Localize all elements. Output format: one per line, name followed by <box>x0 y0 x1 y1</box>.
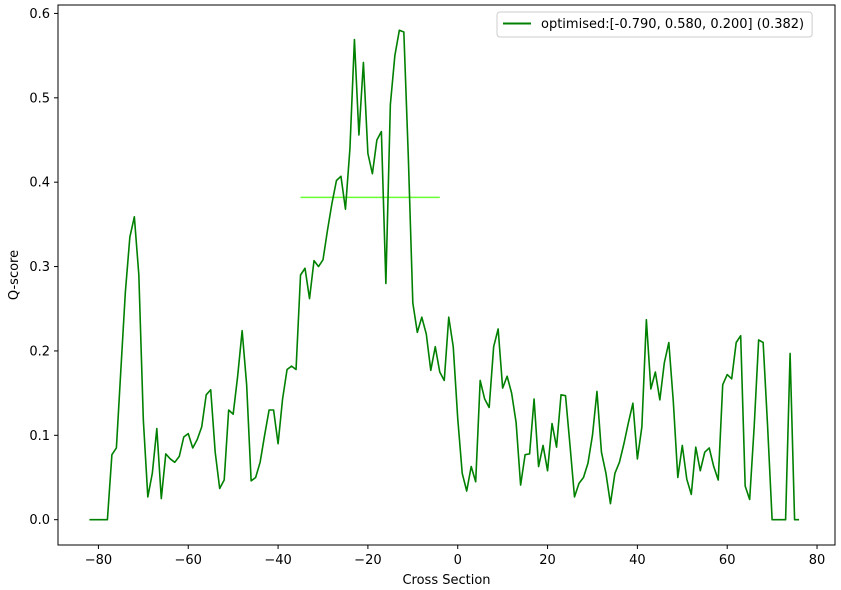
legend-entry-label: optimised:[-0.790, 0.580, 0.200] (0.382) <box>541 17 804 32</box>
x-tick-label: 40 <box>629 553 646 568</box>
legend: optimised:[-0.790, 0.580, 0.200] (0.382) <box>496 11 813 38</box>
plot-area <box>58 5 835 545</box>
y-tick-label: 0.5 <box>29 91 50 106</box>
x-tick-label: 20 <box>539 553 556 568</box>
y-axis-label: Q-score <box>7 250 22 300</box>
x-tick-label: 60 <box>719 553 736 568</box>
x-tick-label: 0 <box>454 553 462 568</box>
y-tick-label: 0.4 <box>29 176 50 191</box>
x-axis-label: Cross Section <box>402 573 490 588</box>
y-tick-label: 0.2 <box>29 344 50 359</box>
y-tick-label: 0.3 <box>29 260 50 275</box>
plot-frame <box>57 4 836 546</box>
y-tick-label: 0.0 <box>29 513 50 528</box>
y-tick-label: 0.1 <box>29 429 50 444</box>
x-tick-label: −80 <box>85 553 112 568</box>
x-tick-label: 80 <box>809 553 826 568</box>
x-tick-label: −20 <box>354 553 381 568</box>
legend-box <box>496 11 813 38</box>
x-tick-label: −40 <box>264 553 291 568</box>
series-line <box>89 29 800 521</box>
y-tick-label: 0.6 <box>29 7 50 22</box>
x-tick-label: −60 <box>175 553 202 568</box>
